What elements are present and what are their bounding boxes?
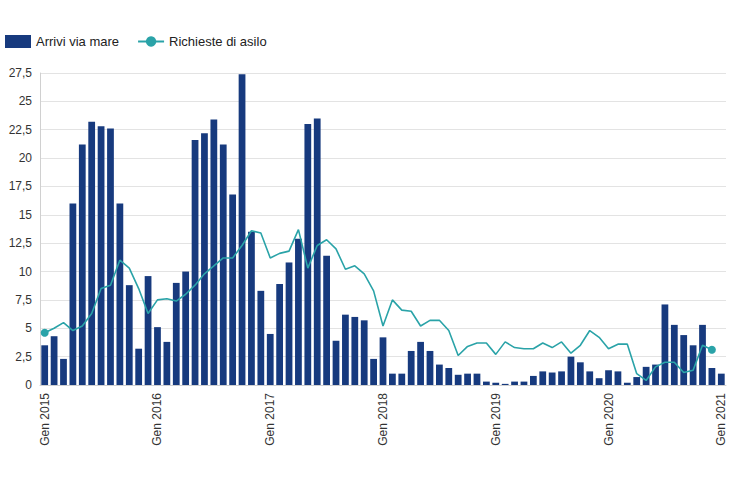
svg-text:Gen 2021: Gen 2021 bbox=[714, 393, 728, 446]
svg-text:2,5: 2,5 bbox=[15, 350, 32, 364]
svg-text:25: 25 bbox=[19, 94, 33, 108]
svg-text:17,5: 17,5 bbox=[9, 179, 33, 193]
svg-text:Gen 2019: Gen 2019 bbox=[489, 393, 503, 446]
svg-text:22,5: 22,5 bbox=[9, 123, 33, 137]
svg-text:5: 5 bbox=[25, 321, 32, 335]
svg-text:Gen 2015: Gen 2015 bbox=[38, 393, 52, 446]
svg-text:Richieste di asilo: Richieste di asilo bbox=[169, 34, 267, 49]
svg-text:10: 10 bbox=[19, 265, 33, 279]
svg-text:7,5: 7,5 bbox=[15, 293, 32, 307]
svg-text:12,5: 12,5 bbox=[9, 236, 33, 250]
svg-text:Gen 2020: Gen 2020 bbox=[602, 393, 616, 446]
svg-text:0: 0 bbox=[25, 378, 32, 392]
svg-text:Arrivi via mare: Arrivi via mare bbox=[36, 34, 119, 49]
svg-text:20: 20 bbox=[19, 151, 33, 165]
svg-text:27,5: 27,5 bbox=[9, 66, 33, 80]
svg-text:Gen 2017: Gen 2017 bbox=[263, 393, 277, 446]
svg-text:Gen 2016: Gen 2016 bbox=[150, 393, 164, 446]
svg-text:15: 15 bbox=[19, 208, 33, 222]
svg-text:Gen 2018: Gen 2018 bbox=[376, 393, 390, 446]
